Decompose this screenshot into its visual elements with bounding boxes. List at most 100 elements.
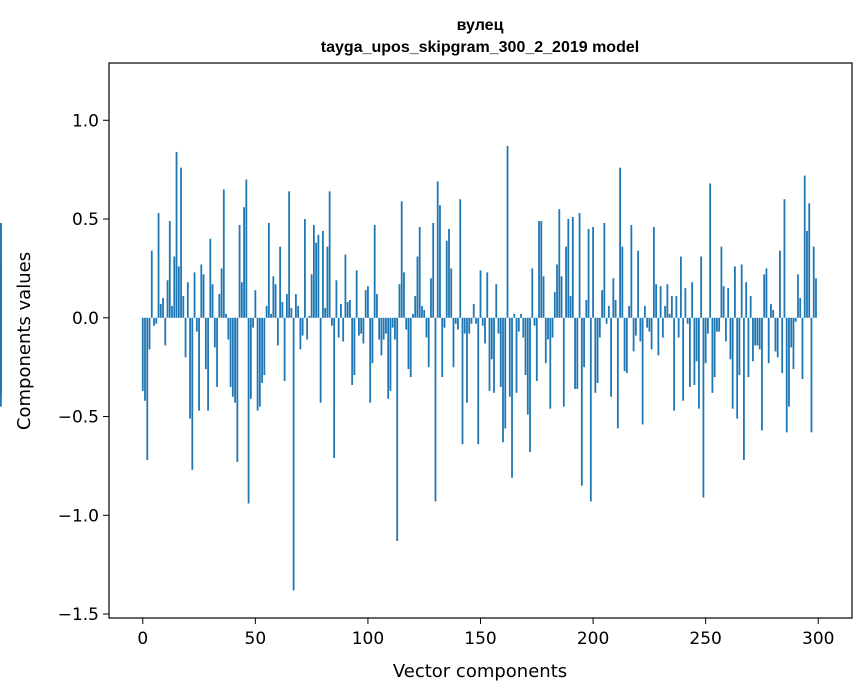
bar	[522, 317, 525, 338]
bar	[797, 274, 799, 318]
bar	[321, 230, 324, 318]
bar	[664, 305, 667, 318]
bar	[180, 167, 182, 318]
chart-title: вулец	[457, 17, 504, 34]
bar	[625, 317, 628, 374]
bar	[367, 286, 369, 318]
bar	[587, 228, 590, 318]
bar	[815, 278, 817, 318]
bar	[394, 317, 396, 340]
bar	[245, 179, 248, 318]
x-tick-label: 0	[137, 629, 148, 649]
bar	[562, 317, 565, 407]
bar	[166, 280, 169, 318]
bar	[191, 317, 194, 470]
bar	[267, 222, 270, 318]
bar	[317, 234, 320, 318]
y-tick-label: −1.0	[58, 506, 99, 526]
bar	[423, 309, 426, 318]
bar	[646, 317, 649, 328]
y-tick-label: −1.5	[58, 605, 99, 625]
bar	[756, 317, 759, 346]
bar	[619, 167, 621, 318]
bar	[252, 317, 254, 328]
bar	[466, 317, 468, 403]
bar	[637, 250, 640, 318]
bar	[153, 317, 155, 326]
bar	[684, 288, 687, 318]
bar	[218, 294, 221, 318]
bar	[202, 274, 205, 318]
bar	[272, 276, 275, 318]
bar	[812, 246, 815, 318]
bar	[220, 268, 223, 318]
bar	[652, 226, 655, 318]
bar	[279, 246, 282, 318]
bar	[551, 317, 554, 338]
bar	[785, 317, 788, 433]
bar	[634, 317, 637, 336]
bar	[209, 238, 212, 318]
bar	[560, 276, 563, 318]
bar	[713, 317, 716, 378]
bar	[358, 317, 360, 336]
bar	[531, 268, 534, 318]
bar	[668, 313, 671, 318]
bar	[574, 317, 576, 389]
bar	[511, 317, 513, 478]
bar	[565, 246, 567, 318]
bar	[301, 317, 304, 336]
bar	[578, 213, 581, 318]
bar	[610, 317, 612, 397]
bar	[533, 317, 536, 326]
bar	[344, 254, 347, 318]
bar	[310, 274, 313, 318]
bar	[810, 317, 813, 433]
bar	[234, 317, 236, 403]
bar	[200, 264, 203, 318]
bar	[315, 242, 318, 318]
bar	[763, 274, 766, 318]
bar	[0, 222, 2, 318]
bar	[754, 317, 757, 346]
bar	[213, 317, 216, 348]
bar	[691, 282, 694, 318]
bar	[497, 317, 500, 334]
bar	[189, 317, 191, 419]
bar	[459, 199, 462, 318]
bar	[693, 317, 696, 385]
bar	[396, 317, 399, 541]
bar	[346, 301, 349, 318]
bar	[641, 317, 644, 425]
bar	[450, 268, 453, 318]
bar	[524, 317, 527, 376]
bar	[677, 317, 680, 338]
bar	[378, 317, 381, 340]
bar	[736, 317, 739, 419]
bar	[639, 317, 642, 342]
bar	[211, 284, 214, 318]
bar	[767, 317, 770, 364]
bar	[227, 317, 230, 340]
bar	[479, 270, 482, 318]
bar	[448, 228, 450, 318]
bar	[670, 296, 673, 318]
bar	[439, 205, 441, 318]
bar	[752, 317, 754, 362]
bar	[630, 224, 633, 318]
bar	[387, 317, 390, 399]
bar	[481, 317, 484, 326]
bar	[385, 317, 387, 334]
bar	[623, 317, 626, 372]
bar	[544, 317, 547, 364]
y-tick-label: 1.0	[72, 111, 99, 131]
bar	[360, 317, 363, 334]
bar	[576, 317, 579, 389]
bar	[731, 317, 734, 409]
bar	[195, 317, 198, 332]
bar	[558, 209, 561, 318]
bar	[776, 317, 779, 358]
bar	[596, 317, 599, 383]
x-tick-label: 150	[464, 629, 496, 649]
bar	[216, 317, 218, 387]
